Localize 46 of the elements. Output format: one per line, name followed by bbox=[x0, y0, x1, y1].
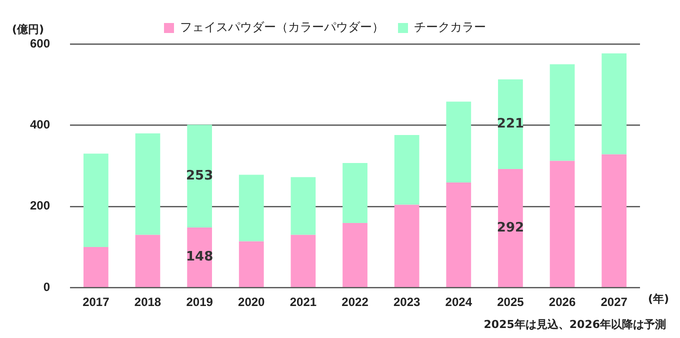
x-tick-label: 2021 bbox=[290, 295, 317, 310]
x-tick-label: 2019 bbox=[186, 295, 214, 310]
bar bbox=[602, 53, 627, 154]
bar bbox=[135, 133, 160, 235]
x-tick-label: 2017 bbox=[82, 295, 110, 310]
x-tick-label: 2020 bbox=[238, 295, 266, 310]
bar bbox=[83, 247, 108, 287]
x-tick-label: 2026 bbox=[548, 295, 576, 310]
bar bbox=[238, 241, 264, 287]
y-tick-label: 200 bbox=[30, 198, 50, 213]
x-tick-label: 2023 bbox=[393, 295, 420, 310]
x-tick-label: 2024 bbox=[445, 295, 472, 310]
bar bbox=[394, 204, 420, 287]
bar bbox=[550, 160, 575, 287]
x-tick-label: 2022 bbox=[342, 295, 369, 310]
bar bbox=[394, 134, 420, 205]
bar bbox=[342, 162, 368, 224]
bar bbox=[290, 177, 316, 235]
bar bbox=[446, 182, 472, 287]
bar bbox=[83, 154, 108, 247]
data-label: 221 bbox=[496, 116, 524, 132]
y-tick-label: 0 bbox=[43, 280, 50, 294]
y-axis-title: (億円) bbox=[12, 22, 44, 36]
bar bbox=[498, 79, 523, 170]
legend-label: フェイスパウダー（カラーパウダー） bbox=[180, 20, 384, 34]
bar bbox=[290, 234, 316, 287]
data-label: 148 bbox=[186, 250, 214, 265]
bar bbox=[446, 102, 472, 182]
y-tick-label: 400 bbox=[30, 118, 50, 132]
bar bbox=[602, 154, 627, 287]
bar bbox=[342, 223, 368, 287]
bar bbox=[135, 234, 160, 287]
bar bbox=[187, 228, 212, 287]
x-axis-title: (年) bbox=[648, 292, 670, 306]
bar bbox=[498, 169, 523, 287]
y-tick-label: 600 bbox=[30, 36, 50, 50]
x-tick-label: 2027 bbox=[600, 295, 628, 310]
bar bbox=[187, 124, 212, 228]
bar bbox=[550, 64, 575, 161]
x-tick-label: 2018 bbox=[134, 295, 162, 310]
x-tick-label: 2025 bbox=[497, 295, 524, 310]
bar bbox=[238, 174, 264, 242]
text: 2025年は見込、2026年以降は予測 bbox=[484, 317, 666, 332]
data-label: 253 bbox=[186, 168, 214, 184]
legend-label: チークカラー bbox=[414, 20, 486, 34]
data-label: 292 bbox=[496, 220, 524, 236]
